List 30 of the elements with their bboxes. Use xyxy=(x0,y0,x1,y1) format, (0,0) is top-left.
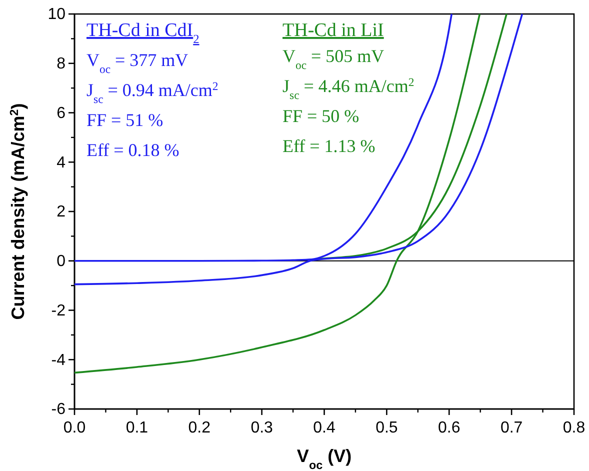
x-tick-label: 0.8 xyxy=(562,419,586,436)
x-tick-label: 0.1 xyxy=(126,419,148,436)
x-tick-label: 0.7 xyxy=(500,419,523,436)
annotation: Eff = 1.13 % xyxy=(282,136,376,156)
annotation: FF = 50 % xyxy=(282,106,360,126)
annotation: V$_{oc}$ = 377 mV xyxy=(86,50,188,76)
y-tick-label: 6 xyxy=(56,104,66,122)
annotation: V$_{oc}$ = 505 mV xyxy=(282,46,384,72)
y-tick-label: 4 xyxy=(56,154,66,172)
annotation: J$_{sc}$ = 4.46 mA/cm$^{2}$ xyxy=(282,76,414,102)
annotation: FF = 51 % xyxy=(86,110,164,130)
x-tick-label: 0.2 xyxy=(188,419,211,436)
y-tick-label: -6 xyxy=(51,401,66,418)
x-tick-label: 0.5 xyxy=(376,419,398,436)
x-tick-label: 0.0 xyxy=(63,419,86,436)
x-tick-label: 0.3 xyxy=(250,419,274,436)
y-tick-label: 8 xyxy=(56,55,66,72)
y-tick-label: 10 xyxy=(48,6,66,24)
x-tick-label: 0.4 xyxy=(313,419,336,436)
y-tick-label: 2 xyxy=(56,204,66,221)
x-axis-title: V$_{oc}$ (V) xyxy=(296,446,352,471)
text: TH-Cd in LiI xyxy=(282,20,384,41)
x-tick-label: 0.6 xyxy=(438,419,460,436)
y-tick-label: -4 xyxy=(51,352,66,369)
line-series xyxy=(74,13,524,286)
y-tick-label: -2 xyxy=(51,302,66,320)
y-tick-label: 0 xyxy=(56,252,66,270)
annotation: Eff = 0.18 % xyxy=(86,140,180,160)
annotation: J$_{sc}$ = 0.94 mA/cm$^{2}$ xyxy=(86,80,218,106)
text: TH-Cd in CdI$_{2}$ xyxy=(86,20,200,46)
